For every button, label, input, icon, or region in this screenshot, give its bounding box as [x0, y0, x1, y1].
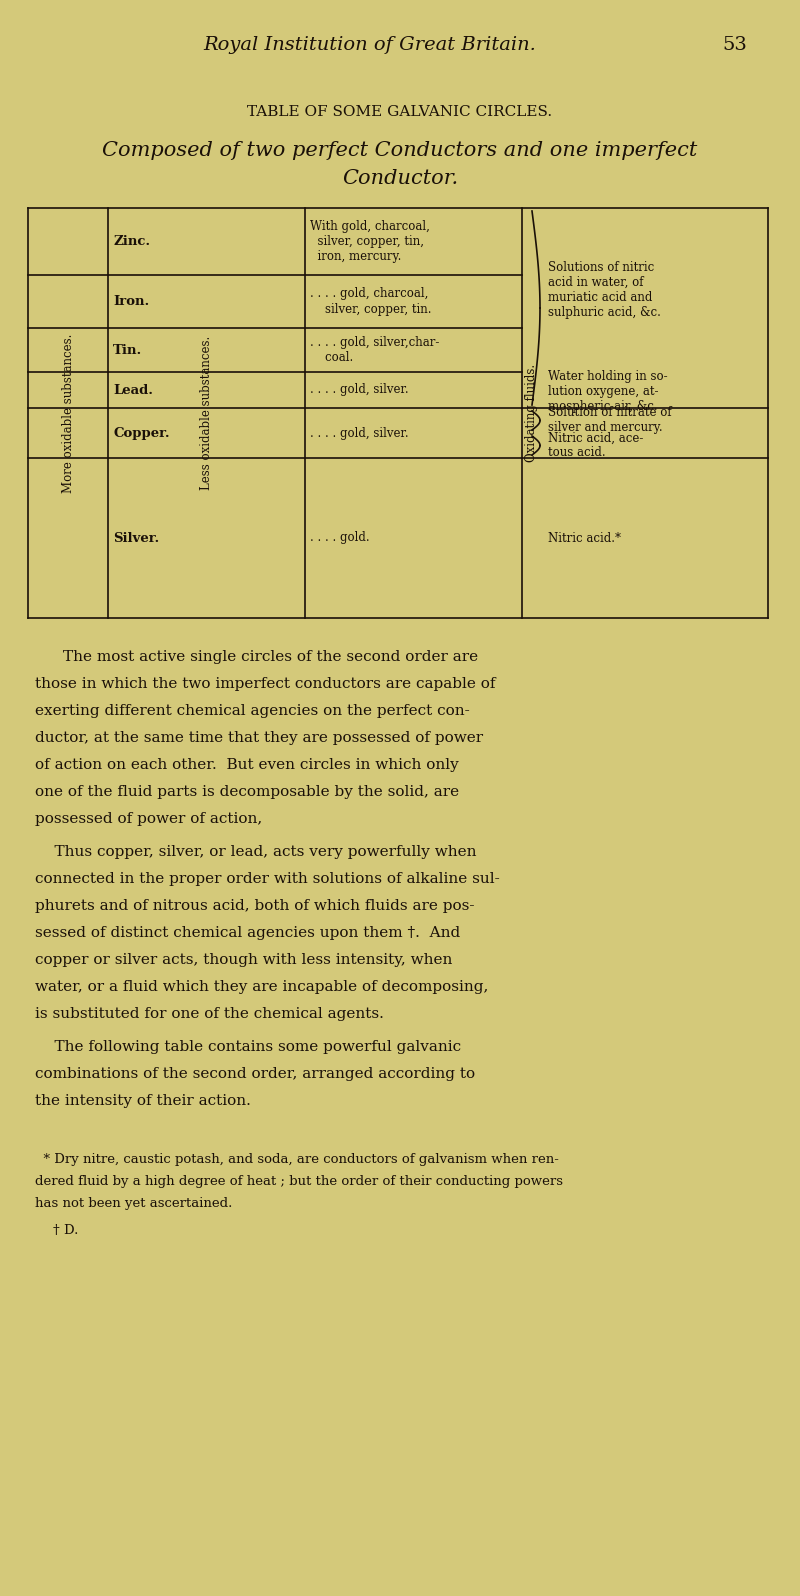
- Text: those in which the two imperfect conductors are capable of: those in which the two imperfect conduct…: [35, 677, 495, 691]
- Text: The following table contains some powerful galvanic: The following table contains some powerf…: [35, 1041, 461, 1053]
- Text: Oxidating fluids.: Oxidating fluids.: [526, 364, 538, 463]
- Text: TABLE OF SOME GALVANIC CIRCLES.: TABLE OF SOME GALVANIC CIRCLES.: [247, 105, 553, 120]
- Text: dered fluid by a high degree of heat ; but the order of their conducting powers: dered fluid by a high degree of heat ; b…: [35, 1175, 563, 1187]
- Text: . . . . gold, silver.: . . . . gold, silver.: [310, 426, 409, 439]
- Text: possessed of power of action,: possessed of power of action,: [35, 812, 262, 827]
- Text: . . . . gold.: . . . . gold.: [310, 531, 370, 544]
- Text: is substituted for one of the chemical agents.: is substituted for one of the chemical a…: [35, 1007, 384, 1021]
- Text: . . . . gold, silver.: . . . . gold, silver.: [310, 383, 409, 396]
- Text: connected in the proper order with solutions of alkaline sul-: connected in the proper order with solut…: [35, 871, 500, 886]
- Text: Thus copper, silver, or lead, acts very powerfully when: Thus copper, silver, or lead, acts very …: [35, 844, 477, 859]
- Text: 53: 53: [722, 37, 747, 54]
- Text: has not been yet ascertained.: has not been yet ascertained.: [35, 1197, 232, 1210]
- Text: Composed of two perfect Conductors and one imperfect: Composed of two perfect Conductors and o…: [102, 140, 698, 160]
- Text: Copper.: Copper.: [113, 426, 170, 439]
- Text: Less oxidable substances.: Less oxidable substances.: [200, 335, 213, 490]
- Text: Lead.: Lead.: [113, 383, 153, 396]
- Text: † D.: † D.: [53, 1224, 78, 1237]
- Text: ductor, at the same time that they are possessed of power: ductor, at the same time that they are p…: [35, 731, 483, 745]
- Text: the intensity of their action.: the intensity of their action.: [35, 1093, 251, 1108]
- Text: water, or a fluid which they are incapable of decomposing,: water, or a fluid which they are incapab…: [35, 980, 488, 994]
- Text: Conductor.: Conductor.: [342, 169, 458, 187]
- Text: . . . . gold, silver,char-
    coal.: . . . . gold, silver,char- coal.: [310, 337, 439, 364]
- Text: phurets and of nitrous acid, both of which fluids are pos-: phurets and of nitrous acid, both of whi…: [35, 899, 474, 913]
- Text: . . . . gold, charcoal,
    silver, copper, tin.: . . . . gold, charcoal, silver, copper, …: [310, 287, 431, 316]
- Text: copper or silver acts, though with less intensity, when: copper or silver acts, though with less …: [35, 953, 452, 967]
- Text: Silver.: Silver.: [113, 531, 159, 544]
- Text: Nitric acid.*: Nitric acid.*: [548, 531, 621, 544]
- Text: combinations of the second order, arranged according to: combinations of the second order, arrang…: [35, 1068, 475, 1080]
- Text: Zinc.: Zinc.: [113, 235, 150, 247]
- Text: Iron.: Iron.: [113, 295, 150, 308]
- Text: With gold, charcoal,
  silver, copper, tin,
  iron, mercury.: With gold, charcoal, silver, copper, tin…: [310, 220, 430, 263]
- Text: * Dry nitre, caustic potash, and soda, are conductors of galvanism when ren-: * Dry nitre, caustic potash, and soda, a…: [35, 1152, 559, 1167]
- Text: Royal Institution of Great Britain.: Royal Institution of Great Britain.: [203, 37, 537, 54]
- Text: one of the fluid parts is decomposable by the solid, are: one of the fluid parts is decomposable b…: [35, 785, 459, 800]
- Text: The most active single circles of the second order are: The most active single circles of the se…: [63, 650, 478, 664]
- Text: Nitric acid, ace-
tous acid.: Nitric acid, ace- tous acid.: [548, 431, 643, 460]
- Text: sessed of distinct chemical agencies upon them †.  And: sessed of distinct chemical agencies upo…: [35, 926, 460, 940]
- Text: exerting different chemical agencies on the perfect con-: exerting different chemical agencies on …: [35, 704, 470, 718]
- Text: Water holding in so-
lution oxygene, at-
mospheric air, &c.: Water holding in so- lution oxygene, at-…: [548, 370, 668, 413]
- Text: Tin.: Tin.: [113, 343, 142, 356]
- Text: Solution of nitrate of
silver and mercury.: Solution of nitrate of silver and mercur…: [548, 407, 672, 434]
- Text: Solutions of nitric
acid in water, of
muriatic acid and
sulphuric acid, &c.: Solutions of nitric acid in water, of mu…: [548, 262, 661, 319]
- Text: of action on each other.  But even circles in which only: of action on each other. But even circle…: [35, 758, 458, 772]
- Text: More oxidable substances.: More oxidable substances.: [62, 334, 74, 493]
